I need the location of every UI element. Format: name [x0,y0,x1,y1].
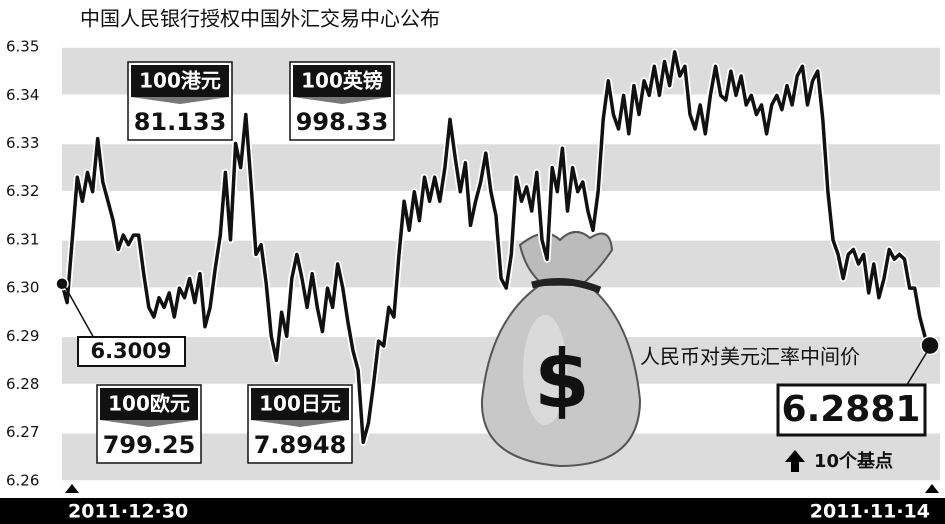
money-bag: $ [480,231,642,468]
connector [61,280,96,341]
connector [904,346,931,389]
rate-box-header [251,388,349,420]
bag-highlight [523,315,567,425]
rate-box-label: 100日元 [259,392,341,416]
y-tick-label: 6.28 [6,375,39,393]
y-tick-label: 6.32 [6,182,39,200]
band [62,143,940,192]
value-label-box [776,383,927,437]
up-arrow [785,450,805,472]
bag-symbol: $ [534,333,590,426]
rate-box-value: 7.8948 [254,431,347,459]
rate-boxes: 100港元 81.133 100英镑 998.33 100欧元 799.25 100日元 7.… [96,61,395,464]
y-tick-label: 6.34 [6,86,39,104]
value-label: 6.2881 [782,389,921,430]
x-tick-label: 2011·11·14 [810,501,930,523]
rate-box-value: 799.25 [103,431,196,459]
rate-box-chevron [100,420,198,427]
y-tick-label: 6.29 [6,327,39,345]
rate-box-value: 81.133 [134,108,227,136]
rate-box-header [100,388,198,420]
x-axis-bar [0,498,945,524]
plot [55,48,940,446]
y-tick-label: 6.31 [6,230,39,248]
rate-box-header [131,65,229,97]
y-tick-label: 6.30 [6,279,39,297]
rate-box-header [293,65,391,97]
end-point [920,335,940,356]
series-label: 人民币对美元汇率中间价 [640,345,860,369]
line [60,50,932,445]
y-tick-label: 6.35 [6,38,39,56]
rate-box-label: 100欧元 [108,392,190,416]
y-tick-label: 6.33 [6,134,39,152]
y-tick-label: 6.27 [6,423,39,441]
rate-box-chevron [131,97,229,104]
value-label-box [77,336,186,367]
change-label: 10个基点 [814,450,893,472]
rate-box-label: 100英镑 [301,69,383,93]
axis-arrow [65,484,79,493]
rate-box-chevron [293,97,391,104]
value-label: 6.3009 [90,339,171,363]
axis-arrow [925,484,939,493]
y-tick-label: 6.26 [6,471,39,489]
rate-box-chevron [251,420,349,427]
x-tick-label: 2011·12·30 [68,501,188,523]
rate-box-label: 100港元 [139,69,221,93]
rate-box-value: 998.33 [296,108,389,136]
chart-title: 中国人民银行授权中国外汇交易中心公布 [80,7,440,31]
bag-rope [531,278,602,294]
